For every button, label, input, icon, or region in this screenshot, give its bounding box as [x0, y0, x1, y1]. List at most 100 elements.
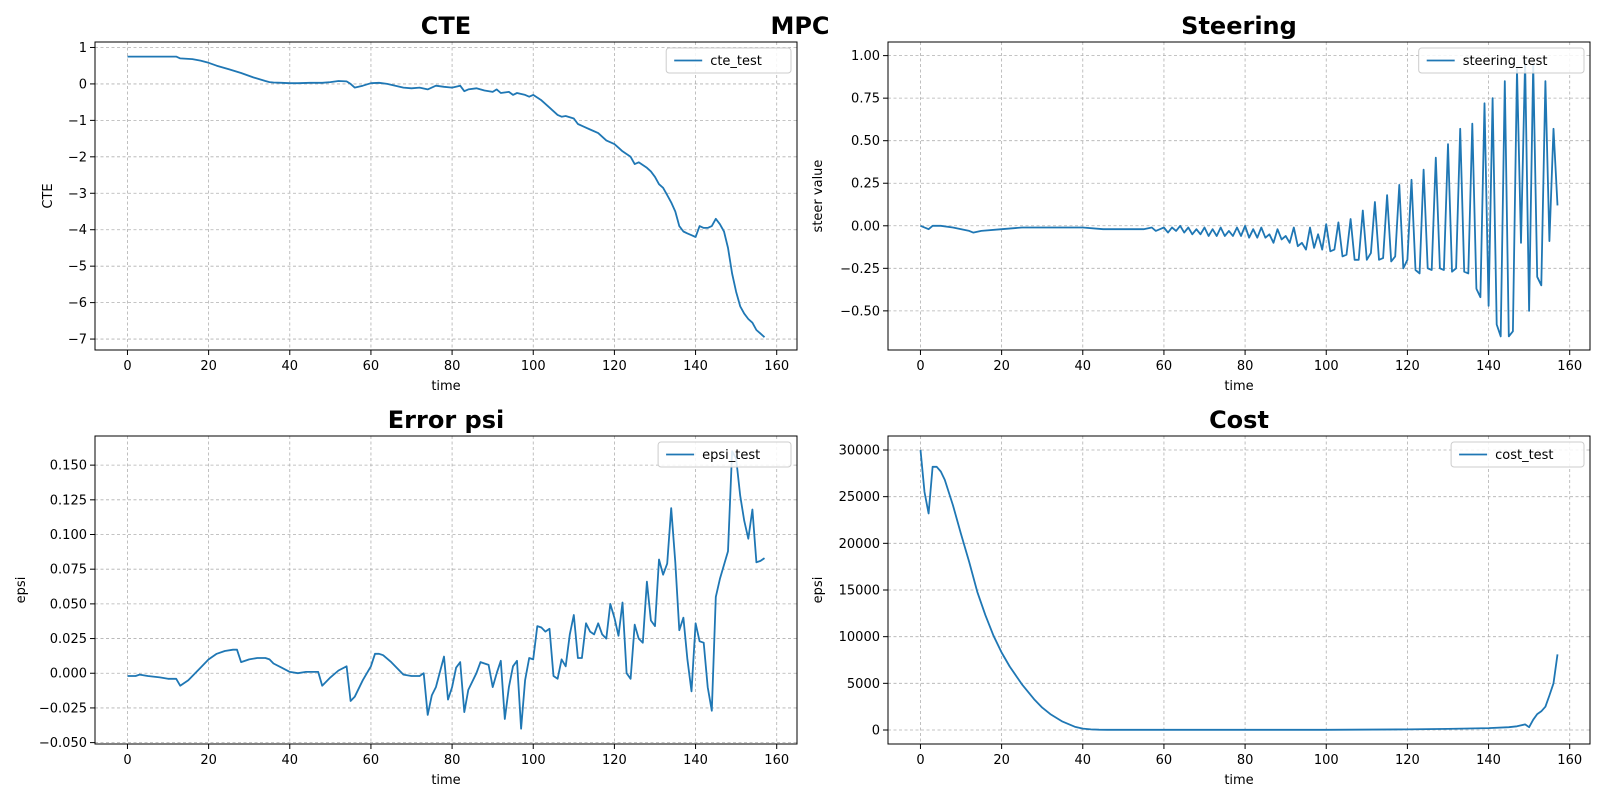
chart-2-ytick-label-8: 0.150	[50, 459, 87, 474]
chart-1-xtick-label-8: 160	[1557, 359, 1582, 374]
chart-1-xtick-label-0: 0	[916, 359, 924, 374]
chart-0-ytick-label-2: −5	[68, 260, 87, 275]
chart-0-xlabel: time	[431, 379, 460, 394]
chart-0-ytick-label-0: −7	[68, 333, 87, 348]
chart-1-xtick-label-5: 100	[1314, 359, 1339, 374]
chart-0-xtick-label-7: 140	[683, 359, 708, 374]
chart-0-ylabel: CTE	[41, 183, 56, 208]
chart-0-ytick-label-6: −1	[68, 114, 87, 129]
subplot-steering: 0 20 40 60 80 100 120 140 160 −0.50 −0.25 0.00 0.25 0…	[811, 12, 1591, 394]
chart-2-xtick-label-8: 160	[764, 753, 789, 768]
chart-0-legend-label: cte_test	[710, 54, 762, 69]
chart-0-title: CTE	[421, 12, 471, 40]
chart-2-axes-frame	[94, 435, 798, 745]
chart-2-xtick-label-1: 20	[200, 753, 217, 768]
chart-2-xtick-label-5: 100	[521, 753, 546, 768]
chart-1-xtick-label-7: 140	[1476, 359, 1501, 374]
chart-0-xtick-label-3: 60	[363, 359, 380, 374]
chart-3-ytick-label-1: 5000	[847, 677, 880, 692]
figure-suptitle: MPC	[770, 12, 829, 40]
chart-1-xtick-label-4: 80	[1237, 359, 1254, 374]
chart-1-xlabel: time	[1224, 379, 1253, 394]
chart-1-ytick-label-3: 0.25	[851, 177, 880, 192]
chart-0-ytick-label-3: −4	[68, 223, 87, 238]
chart-0-xtick-label-2: 40	[282, 359, 299, 374]
chart-0-ytick-label-1: −6	[68, 296, 87, 311]
chart-2-legend: epsi_test	[657, 441, 792, 468]
chart-2-xlabel: time	[431, 773, 460, 788]
chart-1-legend-label: steering_test	[1463, 54, 1548, 69]
chart-3-xtick-label-4: 80	[1237, 753, 1254, 768]
chart-1-series-line-0	[920, 59, 1559, 338]
chart-3-ytick-label-2: 10000	[839, 630, 880, 645]
chart-2-legend-box	[657, 441, 792, 468]
subplot-cost: 0 20 40 60 80 100 120 140 160 0 5000 10000 15000 2000…	[811, 406, 1591, 788]
chart-0-legend-box	[665, 47, 792, 74]
chart-3-ytick-label-5: 25000	[839, 490, 880, 505]
chart-3-ytick-label-0: 0	[872, 724, 880, 739]
chart-3-xtick-label-2: 40	[1075, 753, 1092, 768]
chart-2-ytick-label-6: 0.100	[50, 528, 87, 543]
chart-0-ytick-label-4: −3	[68, 187, 87, 202]
chart-0-ytick-label-7: 0	[79, 77, 87, 92]
subplot-cte: 0 20 40 60 80 100 120 140 160 −7 −6 −5 −4 −3 −2 −1 0 1 CTE…	[41, 12, 798, 394]
chart-2-xtick-label-2: 40	[282, 753, 299, 768]
chart-1-title: Steering	[1181, 12, 1297, 40]
chart-0-axes-frame	[94, 41, 798, 351]
chart-3-legend: cost_test	[1450, 441, 1585, 468]
chart-3-ytick-label-3: 15000	[839, 584, 880, 599]
chart-0-legend: cte_test	[665, 47, 792, 74]
chart-2-title: Error psi	[388, 406, 504, 434]
chart-3-ytick-label-4: 20000	[839, 537, 880, 552]
chart-3-xtick-label-3: 60	[1156, 753, 1173, 768]
chart-2-ytick-label-2: 0.000	[50, 667, 87, 682]
chart-3-series-line-0	[919, 449, 1559, 731]
chart-2-xtick-label-6: 120	[602, 753, 627, 768]
chart-0-ytick-label-8: 1	[79, 41, 87, 56]
chart-2-xtick-label-7: 140	[683, 753, 708, 768]
chart-3-title: Cost	[1209, 406, 1269, 434]
chart-3-xtick-label-1: 20	[993, 753, 1010, 768]
chart-2-ytick-label-3: 0.025	[50, 632, 87, 647]
chart-2-series-line-0	[127, 450, 766, 730]
chart-0-xtick-label-0: 0	[123, 359, 131, 374]
chart-1-ytick-label-2: 0.00	[851, 219, 880, 234]
chart-1-legend: steering_test	[1418, 47, 1585, 74]
chart-1-xtick-label-3: 60	[1156, 359, 1173, 374]
chart-3-ytick-label-6: 30000	[839, 444, 880, 459]
chart-2-ytick-label-4: 0.050	[50, 597, 87, 612]
chart-2-ylabel: epsi	[14, 577, 29, 604]
chart-2-xtick-label-3: 60	[363, 753, 380, 768]
chart-1-xtick-label-2: 40	[1075, 359, 1092, 374]
chart-2-legend-label: epsi_test	[702, 448, 760, 463]
chart-0-xtick-label-1: 20	[200, 359, 217, 374]
chart-1-ytick-label-5: 0.75	[851, 92, 880, 107]
chart-3-xtick-label-0: 0	[916, 753, 924, 768]
chart-3-ylabel: epsi	[811, 577, 826, 604]
chart-1-ylabel: steer value	[811, 160, 826, 233]
chart-0-xtick-label-8: 160	[764, 359, 789, 374]
chart-2-ytick-label-5: 0.075	[50, 563, 87, 578]
chart-3-xtick-label-7: 140	[1476, 753, 1501, 768]
chart-3-xtick-label-5: 100	[1314, 753, 1339, 768]
chart-3-xtick-label-6: 120	[1395, 753, 1420, 768]
chart-2-ytick-label-1: −0.025	[39, 701, 87, 716]
chart-3-legend-label: cost_test	[1495, 448, 1553, 463]
chart-2-xtick-label-0: 0	[123, 753, 131, 768]
chart-1-xtick-label-6: 120	[1395, 359, 1420, 374]
chart-3-xlabel: time	[1224, 773, 1253, 788]
chart-1-ytick-label-6: 1.00	[851, 49, 880, 64]
chart-1-ytick-label-4: 0.50	[851, 134, 880, 149]
chart-3-xtick-label-8: 160	[1557, 753, 1582, 768]
chart-0-ytick-label-5: −2	[68, 150, 87, 165]
chart-1-legend-box	[1418, 47, 1585, 74]
chart-1-xtick-label-1: 20	[993, 359, 1010, 374]
chart-1-ytick-label-0: −0.50	[840, 304, 880, 319]
chart-2-ytick-label-0: −0.050	[39, 736, 87, 751]
chart-0-xtick-label-4: 80	[444, 359, 461, 374]
chart-2-ytick-label-7: 0.125	[50, 493, 87, 508]
chart-1-ytick-label-1: −0.25	[840, 262, 880, 277]
chart-0-series-line-0	[127, 55, 766, 338]
subplot-error-psi: 0 20 40 60 80 100 120 140 160 −0.050 −0.025 0.000 0.…	[14, 406, 798, 788]
